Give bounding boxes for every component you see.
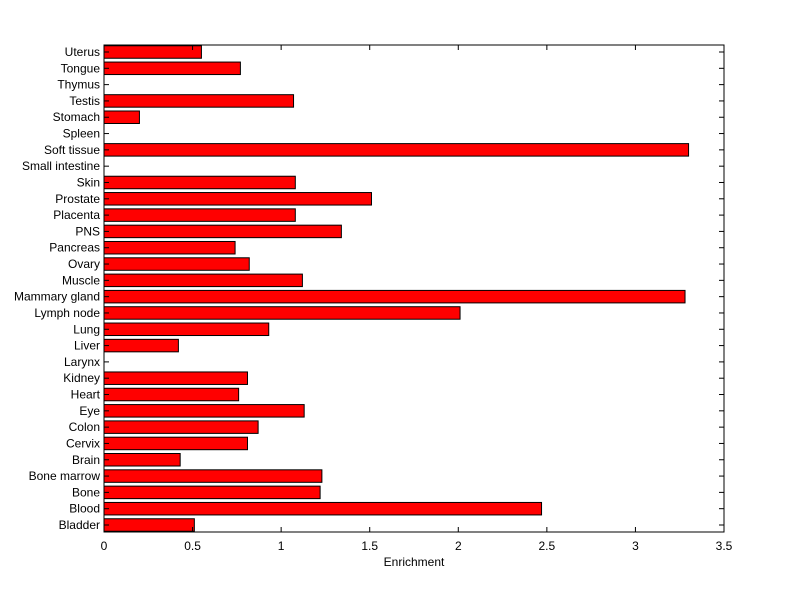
y-tick-label: Heart [71, 388, 101, 402]
y-tick-label: Small intestine [22, 159, 100, 173]
bar-heart [103, 387, 240, 402]
y-tick-label: Pancreas [49, 241, 100, 255]
x-tick-label: 1 [278, 539, 285, 553]
bar-uterus [103, 45, 202, 59]
bar-muscle [103, 273, 303, 288]
y-tick-label: Bladder [59, 518, 100, 532]
x-axis-title: Enrichment [384, 555, 445, 569]
bar-soft-tissue [103, 143, 690, 157]
y-tick-label: Thymus [57, 78, 100, 92]
bar-blood [103, 501, 543, 516]
x-tick-label: 2 [455, 539, 462, 553]
y-tick-label: Uterus [65, 45, 100, 59]
y-tick-label: Kidney [63, 371, 100, 385]
y-tick-label: Bone [72, 485, 100, 499]
bar-mammary-gland [103, 289, 686, 304]
axes-frame [103, 44, 725, 533]
x-tick-label: 2.5 [539, 539, 556, 553]
bar-lung [103, 322, 270, 337]
y-tick-label: Eye [79, 404, 100, 418]
y-tick-label: Muscle [62, 273, 100, 287]
bar-liver [103, 338, 179, 353]
y-tick-label: Prostate [55, 192, 100, 206]
bar-placenta [103, 208, 296, 222]
bar-bone-marrow [103, 469, 323, 483]
y-tick-label: Placenta [53, 208, 100, 222]
y-tick-label: Blood [69, 502, 100, 516]
y-tick-label: Lymph node [34, 306, 100, 320]
x-tick-label: 0.5 [184, 539, 201, 553]
bar-skin [103, 175, 296, 190]
bar-tongue [103, 61, 241, 76]
y-tick-label: PNS [75, 224, 100, 238]
bar-stomach [103, 110, 140, 124]
bar-colon [103, 420, 259, 434]
bar-brain [103, 453, 181, 467]
y-tick-label: Mammary gland [14, 290, 100, 304]
y-tick-label: Cervix [66, 436, 100, 450]
bar-lymph-node [103, 306, 461, 320]
y-tick-label: Lung [73, 322, 100, 336]
y-tick-label: Testis [69, 94, 100, 108]
tick-labels: Bladder Blood Bone Bone marrow Brain Cervix Co… [14, 45, 733, 553]
x-tick-label: 1.5 [361, 539, 378, 553]
bar-eye [103, 404, 305, 418]
y-tick-label: Ovary [68, 257, 100, 271]
bar-testis [103, 94, 295, 108]
bars [103, 45, 690, 532]
ticks [103, 45, 725, 532]
bar-cervix [103, 436, 248, 451]
y-tick-label: Spleen [63, 127, 100, 141]
y-tick-label: Bone marrow [29, 469, 101, 483]
bar-pns [103, 224, 342, 239]
y-tick-label: Skin [77, 175, 100, 189]
x-tick-label: 0 [101, 539, 108, 553]
bar-bladder [103, 518, 195, 532]
bar-ovary [103, 257, 250, 271]
y-tick-label: Liver [74, 339, 100, 353]
bar-kidney [103, 371, 248, 385]
x-tick-label: 3.5 [716, 539, 733, 553]
y-tick-label: Stomach [53, 110, 100, 124]
y-tick-label: Soft tissue [44, 143, 100, 157]
y-tick-label: Tongue [61, 61, 101, 75]
y-tick-label: Larynx [64, 355, 100, 369]
y-tick-label: Colon [69, 420, 100, 434]
bar-prostate [103, 192, 372, 206]
bar-pancreas [103, 240, 236, 255]
bar-bone [103, 485, 321, 500]
y-tick-label: Brain [72, 453, 100, 467]
x-tick-label: 3 [632, 539, 639, 553]
